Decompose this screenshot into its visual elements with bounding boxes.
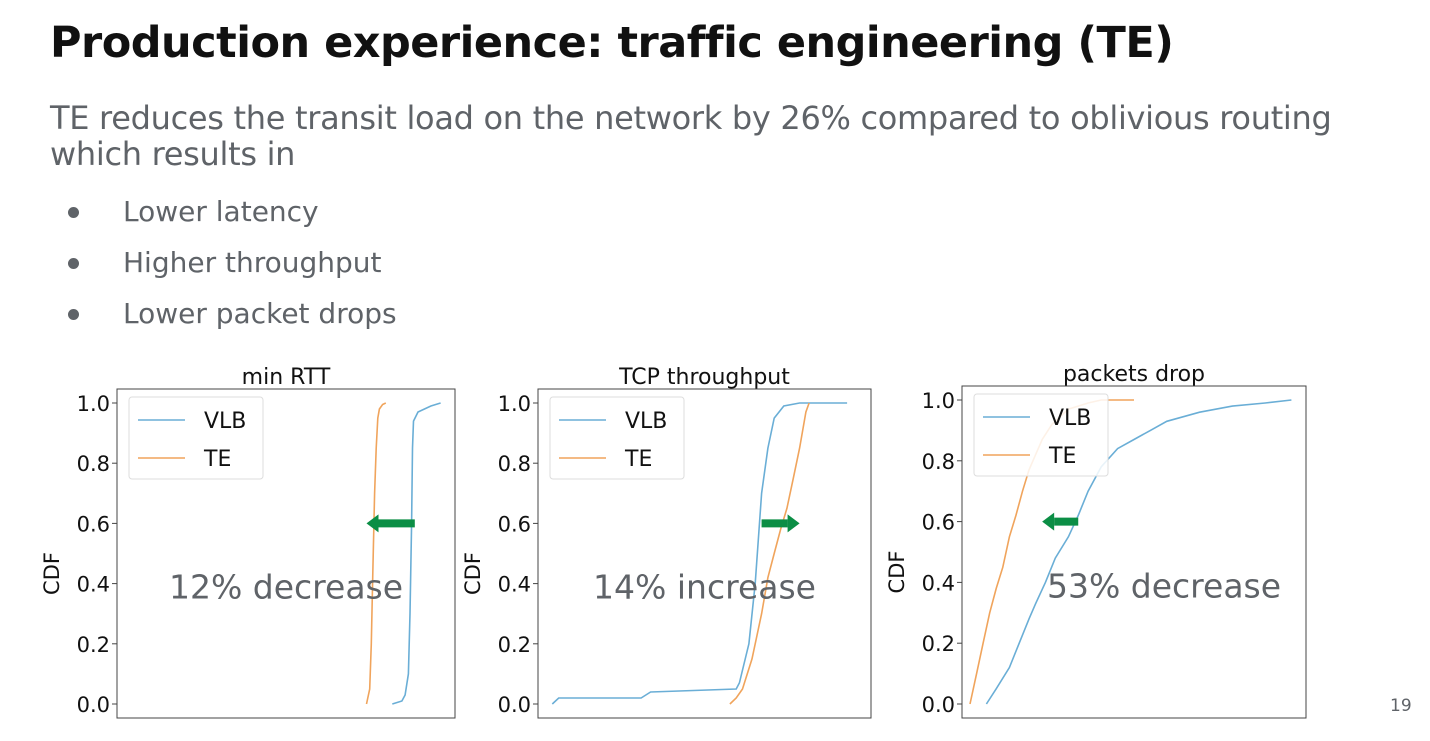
legend-label: VLB (625, 409, 667, 434)
y-tick-label: 1.0 (922, 389, 955, 413)
series-line-te (729, 402, 810, 705)
series-line-te (365, 402, 387, 705)
y-tick-label: 1.0 (498, 392, 531, 416)
annotation-label: 53% decrease (1047, 567, 1281, 606)
arrow-head-icon (1042, 512, 1055, 531)
y-tick-label: 0.2 (922, 632, 955, 656)
bullet-item: Higher throughput (68, 243, 397, 294)
legend-label: TE (203, 447, 231, 472)
bullet-label: Lower packet drops (123, 297, 397, 330)
y-tick-label: 0.8 (498, 452, 531, 476)
y-tick-label: 0.4 (922, 571, 955, 595)
y-tick-label: 0.8 (922, 450, 955, 474)
legend-label: TE (624, 447, 652, 472)
chart-frame (116, 388, 456, 719)
slide-subtitle: TE reduces the transit load on the netwo… (50, 99, 1332, 173)
y-tick-label: 0.6 (77, 512, 110, 536)
bullet-dot-icon (68, 309, 79, 320)
y-tick-label: 0.4 (77, 573, 110, 597)
legend-label: TE (1048, 444, 1076, 469)
y-tick-label: 0.0 (922, 693, 955, 717)
bullet-label: Lower latency (123, 195, 319, 228)
legend-label: VLB (1049, 406, 1091, 431)
slide-title: Production experience: traffic engineeri… (50, 18, 1174, 68)
bullet-dot-icon (68, 258, 79, 269)
y-tick-label: 0.2 (498, 633, 531, 657)
y-tick-label: 0.2 (77, 633, 110, 657)
arrow-head-icon (787, 514, 800, 533)
chart-frame (961, 385, 1307, 719)
y-tick-label: 0.6 (922, 511, 955, 535)
y-axis-label: CDF (885, 551, 909, 594)
y-tick-label: 0.6 (498, 512, 531, 536)
annotation-label: 12% decrease (169, 568, 403, 607)
arrow-head-icon (366, 514, 379, 533)
bullet-list: Lower latency Higher throughput Lower pa… (68, 192, 397, 345)
page-number: 19 (1390, 696, 1412, 716)
bullet-dot-icon (68, 207, 79, 218)
chart-title: TCP throughput (618, 365, 790, 390)
y-tick-label: 0.0 (498, 693, 531, 717)
y-axis-label: CDF (40, 552, 64, 595)
bullet-item: Lower packet drops (68, 294, 397, 345)
y-tick-label: 0.4 (498, 573, 531, 597)
y-axis-label: CDF (461, 552, 485, 595)
series-line-vlb (392, 402, 441, 705)
annotation-label: 14% increase (593, 568, 816, 607)
y-tick-label: 0.0 (77, 693, 110, 717)
chart-title: min RTT (242, 365, 331, 390)
chart-title: packets drop (1063, 362, 1205, 387)
bullet-item: Lower latency (68, 192, 397, 243)
series-line-vlb (985, 399, 1292, 705)
chart-frame (537, 388, 872, 719)
y-tick-label: 0.8 (77, 452, 110, 476)
y-tick-label: 1.0 (77, 392, 110, 416)
bullet-label: Higher throughput (123, 246, 382, 279)
series-line-vlb (551, 402, 848, 705)
legend-label: VLB (204, 409, 246, 434)
